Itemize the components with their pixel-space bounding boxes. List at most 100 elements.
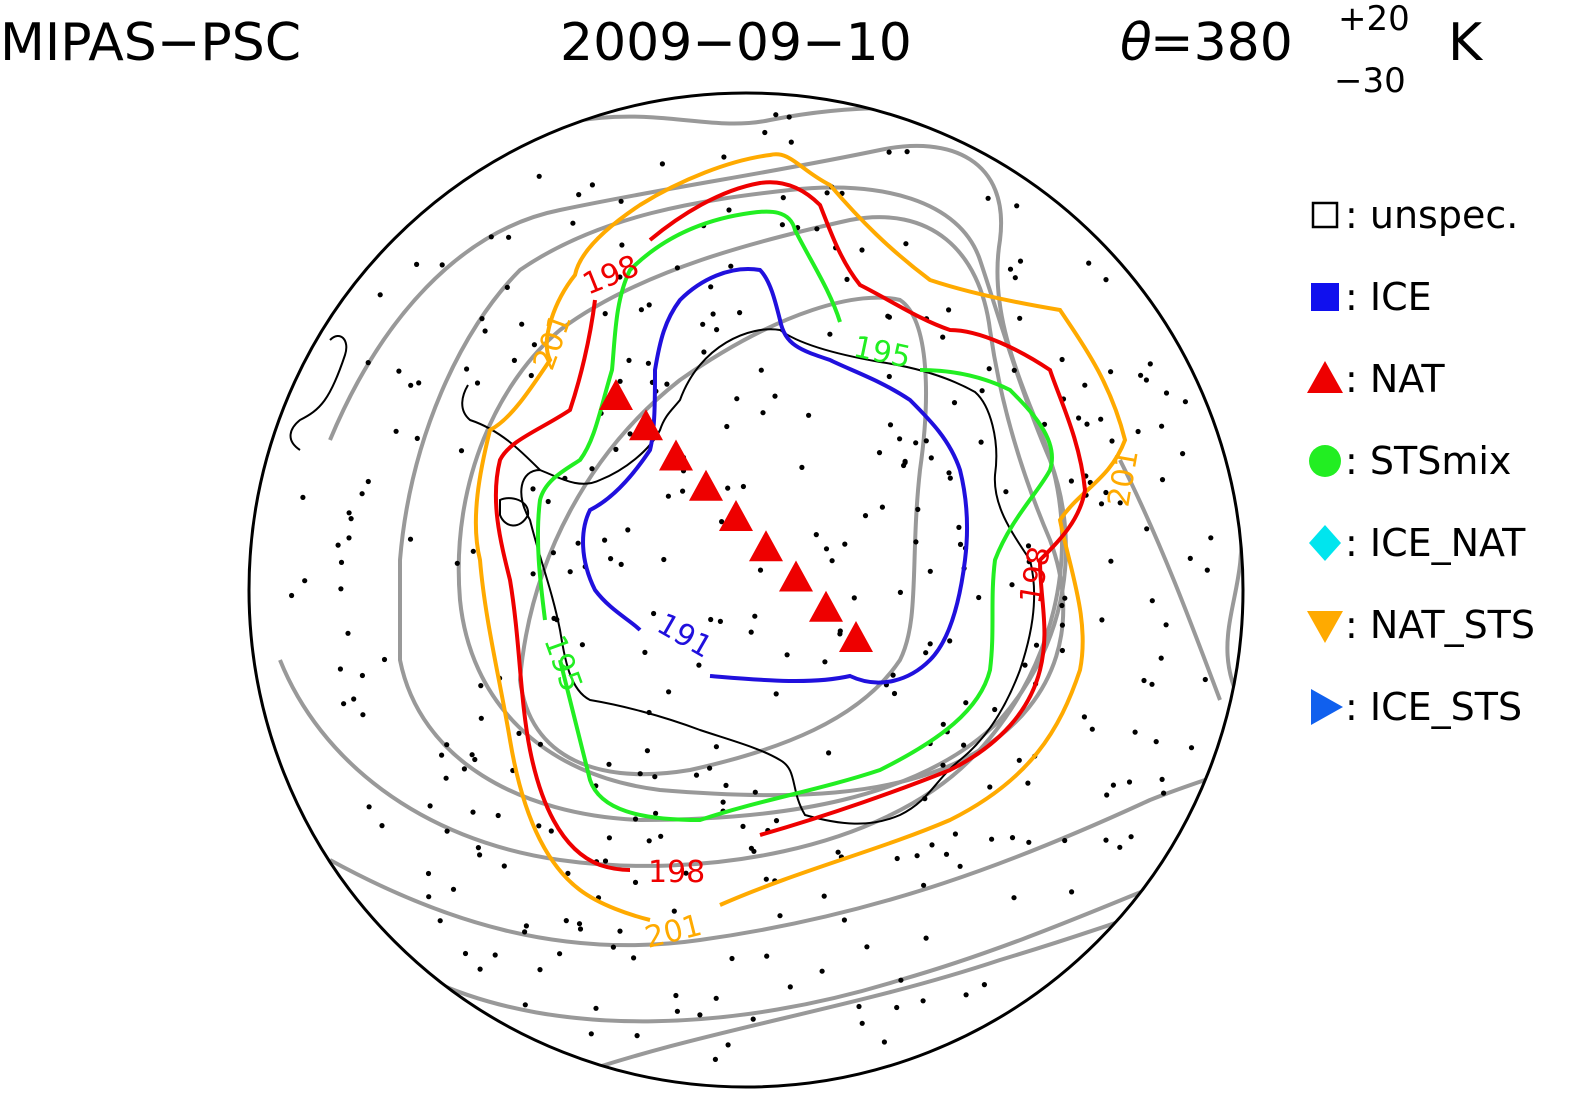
observation-point xyxy=(957,541,964,548)
observation-point xyxy=(652,774,658,780)
observation-point xyxy=(748,629,754,635)
observation-point xyxy=(826,750,832,756)
observation-point xyxy=(1011,367,1017,373)
observation-point xyxy=(478,715,484,721)
observation-point xyxy=(557,951,563,957)
observation-point xyxy=(886,314,893,320)
observation-point xyxy=(617,928,623,934)
observation-point xyxy=(1202,676,1208,683)
observation-point xyxy=(565,870,571,877)
observation-point xyxy=(799,464,805,470)
observation-point xyxy=(779,222,786,228)
observation-point xyxy=(523,923,530,929)
observation-point xyxy=(1187,555,1193,562)
observation-point xyxy=(1149,598,1155,604)
observation-point xyxy=(921,882,927,888)
observation-point xyxy=(437,918,443,924)
observation-point xyxy=(492,952,498,958)
observation-point xyxy=(1099,617,1105,623)
observation-point xyxy=(1022,662,1028,668)
observation-point xyxy=(589,182,596,188)
observation-point xyxy=(602,858,609,864)
observation-point xyxy=(1089,726,1095,732)
observation-point xyxy=(479,316,485,322)
nat-triangle-icon xyxy=(809,590,843,622)
observation-point xyxy=(963,992,969,998)
observation-point xyxy=(773,112,779,118)
observation-point xyxy=(414,261,420,267)
observation-point xyxy=(461,766,467,772)
open-square-icon xyxy=(1311,201,1339,229)
observation-point xyxy=(414,435,420,441)
grey-contour xyxy=(429,848,1243,1024)
theta-symbol: θ xyxy=(1120,13,1152,73)
observation-point xyxy=(450,886,457,892)
contour-labels: 198 198 198 201 201 201 195 195 191 xyxy=(527,249,1146,956)
observation-point xyxy=(1059,356,1065,363)
observation-point xyxy=(575,540,581,546)
observation-point xyxy=(338,559,345,566)
observation-point xyxy=(302,578,308,584)
observation-point xyxy=(626,357,632,363)
observation-point xyxy=(359,491,365,497)
antarctica-coastline xyxy=(520,328,1036,825)
filled-square-icon xyxy=(1311,283,1339,311)
observation-point xyxy=(425,870,432,877)
observation-point xyxy=(859,247,865,253)
observation-point xyxy=(637,771,643,777)
observation-point xyxy=(891,690,898,697)
observation-point xyxy=(1009,582,1015,588)
observation-point xyxy=(1003,489,1009,495)
observation-point xyxy=(923,935,929,941)
observation-point xyxy=(1159,776,1165,783)
observation-point xyxy=(763,876,769,882)
observation-point xyxy=(956,524,962,531)
observation-point xyxy=(522,929,528,935)
observation-point xyxy=(844,276,850,282)
observation-point xyxy=(634,1033,640,1039)
observation-point xyxy=(940,721,946,727)
observation-point xyxy=(898,977,904,983)
grey-contour xyxy=(329,758,1243,948)
legend-item: : NAT_STS xyxy=(1307,603,1535,647)
observation-point xyxy=(751,848,757,854)
legend-item: : unspec. xyxy=(1311,193,1518,237)
observation-point xyxy=(646,709,652,716)
observation-point xyxy=(366,804,372,810)
observation-point xyxy=(335,542,341,548)
observation-point xyxy=(1012,275,1018,281)
contour-label-198-bottom: 198 xyxy=(648,855,705,890)
observation-point xyxy=(813,532,819,538)
legend-item: : ICE_STS xyxy=(1311,685,1522,729)
observation-point xyxy=(550,550,557,556)
observation-point xyxy=(1026,839,1032,845)
observation-point xyxy=(822,659,828,665)
observation-point xyxy=(992,706,998,713)
observation-point xyxy=(923,438,929,444)
observation-point xyxy=(856,1003,862,1010)
observation-point xyxy=(946,307,952,313)
observation-point xyxy=(680,488,686,494)
observation-point xyxy=(1103,489,1109,496)
polar-map-area: 198 198 198 201 201 201 195 195 191 xyxy=(249,106,1243,1082)
observation-point xyxy=(617,378,623,384)
observation-point xyxy=(348,516,354,522)
triangle-up-icon xyxy=(1307,361,1343,393)
triangle-right-icon xyxy=(1311,689,1343,725)
observation-point xyxy=(1188,745,1195,751)
observation-point xyxy=(482,328,488,334)
observation-point xyxy=(511,357,517,363)
nat-triangle-icon xyxy=(779,560,813,592)
observation-point xyxy=(341,701,347,707)
grey-contour xyxy=(278,143,1065,868)
observation-point xyxy=(1098,416,1104,422)
observation-point xyxy=(726,207,732,213)
observation-point xyxy=(717,618,724,625)
observation-point xyxy=(947,475,953,481)
observation-point xyxy=(947,638,953,644)
observation-point xyxy=(674,1008,681,1014)
observation-point xyxy=(989,836,995,842)
observation-point xyxy=(504,284,510,290)
observation-point xyxy=(835,849,841,855)
observation-point xyxy=(693,772,700,778)
